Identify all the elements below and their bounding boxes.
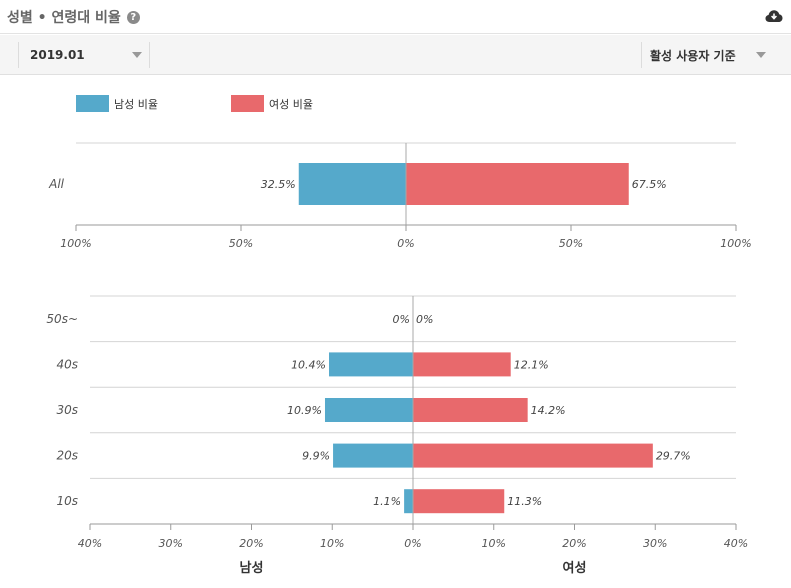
basis-select[interactable]: 활성 사용자 기준	[641, 42, 778, 68]
male-bar	[333, 443, 413, 468]
male-data-label: 0%	[393, 313, 410, 326]
legend-male[interactable]: 남성 비율	[76, 95, 158, 112]
female-data-label: 11.3%	[507, 495, 542, 508]
category-label: 10s	[56, 494, 78, 508]
female-data-label: 0%	[416, 313, 433, 326]
female-data-label: 12.1%	[514, 358, 549, 371]
title-text: 성별 • 연령대 비율	[7, 10, 121, 26]
chevron-down-icon	[132, 52, 142, 58]
legend-female[interactable]: 여성 비율	[231, 95, 313, 112]
side-label-male: 남성	[240, 560, 264, 576]
male-bar	[404, 489, 413, 514]
x-tick-label: 50%	[229, 237, 253, 250]
basis-select-value: 활성 사용자 기준	[650, 48, 736, 63]
female-bar	[413, 352, 511, 377]
x-tick-label: 10%	[320, 537, 344, 550]
male-data-label: 9.9%	[302, 450, 330, 463]
category-label: 20s	[56, 449, 78, 463]
x-tick-label: 100%	[720, 237, 751, 250]
question-circle-icon[interactable]: ?	[126, 10, 140, 24]
x-tick-label: 10%	[482, 537, 506, 550]
x-tick-label: 0%	[397, 237, 414, 250]
male-data-label: 10.9%	[287, 404, 322, 417]
legend-female-swatch	[231, 95, 264, 112]
female-bar	[413, 443, 653, 468]
panel-title: 성별 • 연령대 비율 ?	[7, 7, 140, 27]
female-data-label: 67.5%	[632, 178, 667, 191]
male-data-label: 32.5%	[261, 178, 296, 191]
male-data-label: 1.1%	[373, 495, 401, 508]
legend-female-label: 여성 비율	[269, 97, 313, 111]
female-data-label: 14.2%	[531, 404, 566, 417]
female-bar	[413, 489, 505, 514]
female-bar	[413, 398, 528, 422]
panel-header: 성별 • 연령대 비율 ?	[0, 0, 791, 34]
x-tick-label: 20%	[562, 537, 586, 550]
legend-male-swatch	[76, 95, 109, 112]
male-bar	[298, 163, 406, 205]
category-label: 40s	[56, 357, 78, 371]
category-label: 30s	[56, 403, 78, 417]
x-tick-label: 0%	[404, 537, 421, 550]
x-tick-label: 100%	[60, 237, 91, 250]
female-bar	[406, 163, 629, 205]
date-select-value: 2019.01	[30, 48, 85, 62]
male-bar	[329, 352, 413, 377]
x-tick-label: 50%	[559, 237, 583, 250]
category-label: 50s~	[46, 312, 78, 326]
side-label-female: 여성	[563, 560, 587, 576]
x-tick-label: 20%	[239, 537, 263, 550]
date-select[interactable]: 2019.01	[18, 42, 150, 68]
chevron-down-icon	[756, 52, 766, 58]
male-bar	[324, 398, 413, 422]
x-tick-label: 40%	[724, 537, 748, 550]
x-tick-label: 30%	[159, 537, 183, 550]
male-data-label: 10.4%	[291, 358, 326, 371]
x-tick-label: 30%	[643, 537, 667, 550]
female-data-label: 29.7%	[656, 450, 691, 463]
filter-toolbar: 2019.01 활성 사용자 기준	[0, 35, 791, 75]
category-label: All	[48, 177, 65, 191]
cloud-download-icon[interactable]	[765, 9, 783, 23]
x-tick-label: 40%	[78, 537, 102, 550]
legend-male-label: 남성 비율	[114, 97, 158, 111]
